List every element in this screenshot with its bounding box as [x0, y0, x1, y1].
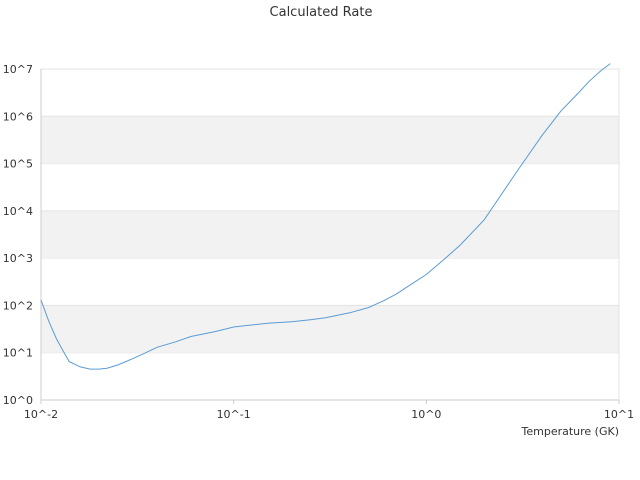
y-axis-ticks: 10^0 10^1 10^2 10^3 10^4 10^5 10^6 10^7 [3, 63, 33, 407]
y-tick-label: 10^1 [3, 347, 33, 360]
series-group [40, 63, 611, 370]
x-axis-label: Temperature (GK) [521, 425, 620, 438]
grid-bands [41, 68, 619, 354]
x-tick-label: 10^-2 [24, 408, 58, 421]
y-tick-label: 10^3 [3, 252, 33, 265]
grid-band [41, 210, 619, 259]
y-tick-label: 10^6 [3, 110, 33, 123]
chart-title: Calculated Rate [270, 5, 373, 20]
x-tick-label: 10^-1 [217, 408, 251, 421]
rate-series-line [40, 63, 611, 370]
grid-band [41, 305, 619, 353]
x-axis-ticks: 10^-2 10^-1 10^0 10^1 [24, 400, 634, 421]
y-tick-label: 10^2 [3, 299, 33, 312]
axes [40, 69, 620, 401]
x-tick-label: 10^0 [411, 408, 441, 421]
grid-band [41, 116, 619, 164]
y-tick-label: 10^7 [3, 63, 33, 76]
y-tick-label: 10^4 [3, 205, 33, 218]
y-tick-label: 10^5 [3, 158, 33, 171]
x-tick-label: 10^1 [604, 408, 634, 421]
y-tick-label: 10^0 [3, 394, 33, 407]
